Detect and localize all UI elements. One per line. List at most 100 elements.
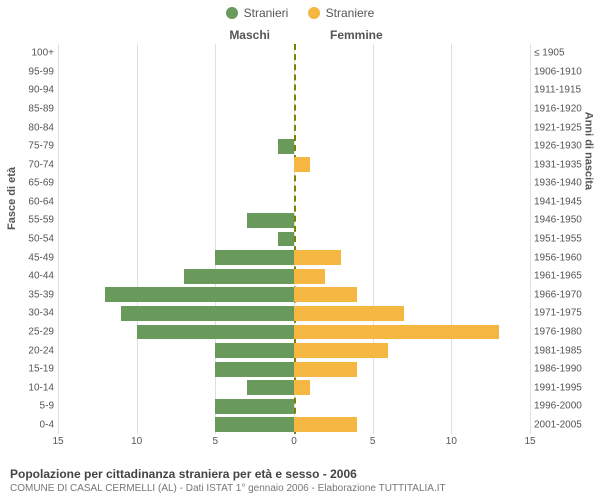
age-row: 20-241981-1985 (58, 341, 530, 360)
birth-label: 2001-2005 (534, 419, 590, 430)
birth-label: 1936-1940 (534, 178, 590, 189)
birth-label: 1931-1935 (534, 159, 590, 170)
bar-male (247, 213, 294, 228)
caption-subtitle: COMUNE DI CASAL CERMELLI (AL) - Dati IST… (10, 483, 590, 494)
age-row: 55-591946-1950 (58, 211, 530, 230)
bar-female (294, 306, 404, 321)
bar-female (294, 287, 357, 302)
age-label: 45-49 (16, 252, 54, 263)
bar-female (294, 269, 325, 284)
bar-female (294, 157, 310, 172)
bar-male (278, 139, 294, 154)
age-label: 100+ (16, 48, 54, 59)
age-label: 60-64 (16, 196, 54, 207)
female-column-title: Femmine (330, 28, 383, 42)
age-label: 95-99 (16, 66, 54, 77)
age-label: 85-89 (16, 104, 54, 115)
age-label: 15-19 (16, 364, 54, 375)
bar-male (105, 287, 294, 302)
age-label: 80-84 (16, 122, 54, 133)
age-row: 10-141991-1995 (58, 378, 530, 397)
birth-label: 1981-1985 (534, 345, 590, 356)
age-row: 30-341971-1975 (58, 304, 530, 323)
bar-male (184, 269, 294, 284)
age-label: 65-69 (16, 178, 54, 189)
x-tick-label: 15 (524, 436, 535, 447)
age-row: 85-891916-1920 (58, 100, 530, 119)
age-row: 50-541951-1955 (58, 230, 530, 249)
age-row: 70-741931-1935 (58, 155, 530, 174)
age-row: 90-941911-1915 (58, 81, 530, 100)
rows-container: 100+≤ 190595-991906-191090-941911-191585… (58, 44, 530, 434)
age-label: 70-74 (16, 159, 54, 170)
birth-label: 1966-1970 (534, 289, 590, 300)
pyramid-chart: Stranieri Straniere Maschi Femmine Fasce… (0, 0, 600, 500)
caption-title: Popolazione per cittadinanza straniera p… (10, 467, 590, 481)
x-tick-label: 5 (213, 436, 219, 447)
birth-label: ≤ 1905 (534, 48, 590, 59)
bar-female (294, 325, 499, 340)
age-label: 40-44 (16, 271, 54, 282)
x-tick-label: 0 (291, 436, 297, 447)
birth-label: 1921-1925 (534, 122, 590, 133)
bar-male (215, 343, 294, 358)
age-row: 65-691936-1940 (58, 174, 530, 193)
age-label: 50-54 (16, 234, 54, 245)
birth-label: 1946-1950 (534, 215, 590, 226)
age-row: 35-391966-1970 (58, 286, 530, 305)
age-label: 55-59 (16, 215, 54, 226)
bar-male (247, 380, 294, 395)
age-row: 95-991906-1910 (58, 63, 530, 82)
bar-male (215, 362, 294, 377)
x-tick-label: 15 (52, 436, 63, 447)
age-row: 100+≤ 1905 (58, 44, 530, 63)
bar-female (294, 417, 357, 432)
x-tick-label: 5 (370, 436, 376, 447)
bar-male (215, 417, 294, 432)
legend-female: Straniere (308, 6, 375, 20)
bar-female (294, 343, 388, 358)
chart-area: 100+≤ 190595-991906-191090-941911-191585… (58, 44, 530, 434)
age-label: 30-34 (16, 308, 54, 319)
legend: Stranieri Straniere (0, 6, 600, 22)
birth-label: 1906-1910 (534, 66, 590, 77)
birth-label: 1961-1965 (534, 271, 590, 282)
age-row: 60-641941-1945 (58, 193, 530, 212)
birth-label: 1971-1975 (534, 308, 590, 319)
age-label: 20-24 (16, 345, 54, 356)
age-label: 5-9 (16, 401, 54, 412)
legend-female-label: Straniere (326, 6, 375, 20)
age-label: 25-29 (16, 326, 54, 337)
age-label: 35-39 (16, 289, 54, 300)
legend-male-label: Stranieri (244, 6, 289, 20)
birth-label: 1996-2000 (534, 401, 590, 412)
caption: Popolazione per cittadinanza straniera p… (10, 467, 590, 494)
birth-label: 1951-1955 (534, 234, 590, 245)
legend-male-swatch (226, 7, 238, 19)
birth-label: 1956-1960 (534, 252, 590, 263)
birth-label: 1916-1920 (534, 104, 590, 115)
age-row: 75-791926-1930 (58, 137, 530, 156)
birth-label: 1941-1945 (534, 196, 590, 207)
x-tick-label: 10 (131, 436, 142, 447)
age-label: 75-79 (16, 141, 54, 152)
bar-male (121, 306, 294, 321)
birth-label: 1911-1915 (534, 85, 590, 96)
age-row: 5-91996-2000 (58, 397, 530, 416)
bar-female (294, 380, 310, 395)
male-column-title: Maschi (229, 28, 270, 42)
x-ticks: 15105051015 (58, 436, 530, 450)
age-row: 0-42001-2005 (58, 416, 530, 435)
birth-label: 1976-1980 (534, 326, 590, 337)
birth-label: 1926-1930 (534, 141, 590, 152)
legend-female-swatch (308, 7, 320, 19)
age-row: 40-441961-1965 (58, 267, 530, 286)
bar-female (294, 362, 357, 377)
age-row: 25-291976-1980 (58, 323, 530, 342)
age-label: 0-4 (16, 419, 54, 430)
birth-label: 1986-1990 (534, 364, 590, 375)
bar-male (278, 232, 294, 247)
bar-male (137, 325, 294, 340)
grid-line (530, 44, 531, 434)
legend-male: Stranieri (226, 6, 289, 20)
